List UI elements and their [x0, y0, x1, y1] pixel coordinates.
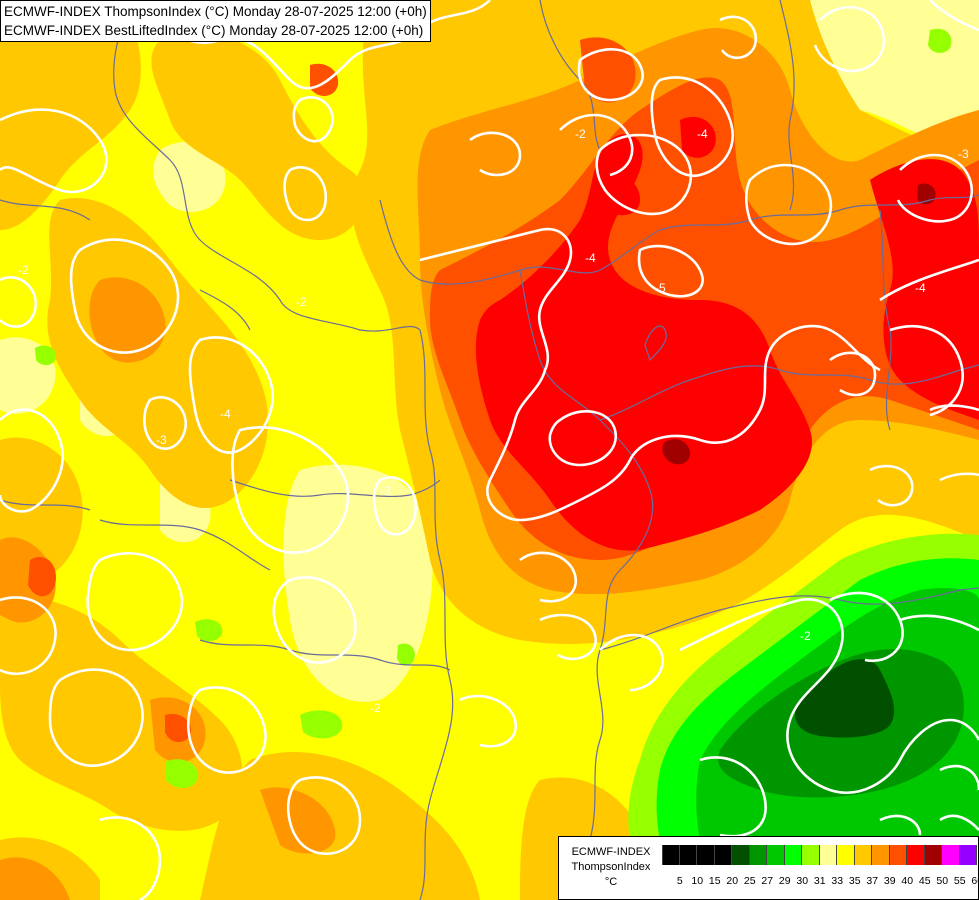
legend-swatch [749, 845, 767, 865]
contour-label: -4 [220, 407, 231, 421]
contour-label: -2 [18, 263, 29, 277]
legend-tick-label: 15 [708, 875, 721, 887]
legend-tick-label: 55 [953, 875, 966, 887]
legend-swatch [802, 845, 820, 865]
legend-swatch [907, 845, 925, 865]
contour-label-group: -2 -4 -4 -5 -3 -4 -2 -2 -4 -3 -3 -2 -2 [18, 127, 969, 715]
legend-tick-label: 35 [848, 875, 861, 887]
legend-swatch [714, 845, 732, 865]
contour-label: -2 [800, 629, 811, 643]
contour-label: -3 [156, 433, 167, 447]
light-green-areas [35, 28, 952, 789]
legend-swatch [837, 845, 855, 865]
legend-tick-label: 20 [726, 875, 739, 887]
legend-tick-label: 29 [778, 875, 791, 887]
legend-swatch [662, 845, 680, 865]
legend-model: ECMWF-INDEX [571, 846, 651, 858]
contour-label: -4 [697, 127, 708, 141]
title-best-lifted-index: ECMWF-INDEX BestLiftedIndex (°C) Monday … [4, 23, 424, 38]
legend-tick-label: 60 [971, 875, 979, 887]
legend-swatch [959, 845, 977, 865]
light-yellow-areas [0, 0, 979, 702]
legend-tick-label: 31 [813, 875, 826, 887]
legend-tick-label: 45 [918, 875, 931, 887]
red-areas [475, 116, 979, 551]
map-title-box: ECMWF-INDEX ThompsonIndex (°C) Monday 28… [0, 0, 431, 42]
title-thompson-index: ECMWF-INDEX ThompsonIndex (°C) Monday 28… [4, 4, 427, 19]
legend-tick-label: 40 [901, 875, 914, 887]
legend-tick-label: 27 [761, 875, 774, 887]
contour-label: -4 [915, 281, 926, 295]
legend-tick-label: 50 [936, 875, 949, 887]
contour-label: -5 [655, 281, 666, 295]
legend-swatch [854, 845, 872, 865]
contour-label: -3 [958, 147, 969, 161]
contour-label: -2 [296, 295, 307, 309]
legend-tick-label: 25 [743, 875, 756, 887]
legend-unit: °C [604, 876, 618, 888]
legend-title: ECMWF-INDEX ThompsonIndex °C [563, 845, 659, 890]
contour-label: -4 [585, 251, 596, 265]
green-areas [628, 533, 979, 840]
legend-tick-label: 39 [883, 875, 896, 887]
legend-ticks: 5 10 15 20 25 27 29 30 31 33 35 37 39 40 45 50 55 60 [662, 875, 979, 887]
legend-swatch [732, 845, 750, 865]
legend-tick-label: 30 [796, 875, 809, 887]
contour-label: -2 [575, 127, 586, 141]
legend-swatch [889, 845, 907, 865]
color-legend: ECMWF-INDEX ThompsonIndex °C 5 10 15 20 25 27… [558, 836, 979, 900]
legend-swatch [942, 845, 960, 865]
legend-tick-label: 33 [831, 875, 844, 887]
legend-swatch [767, 845, 785, 865]
legend-swatch [679, 845, 697, 865]
legend-swatch [872, 845, 890, 865]
legend-parameter: ThompsonIndex [571, 861, 651, 873]
legend-swatch [819, 845, 837, 865]
legend-tick-label: 5 [676, 875, 683, 887]
contour-label: -2 [370, 701, 381, 715]
legend-swatches [662, 845, 977, 865]
legend-tick-label: 37 [866, 875, 879, 887]
legend-swatch [784, 845, 802, 865]
legend-swatch [924, 845, 942, 865]
contour-label: -3 [380, 484, 391, 498]
legend-tick-label: 10 [691, 875, 704, 887]
legend-swatch [697, 845, 715, 865]
